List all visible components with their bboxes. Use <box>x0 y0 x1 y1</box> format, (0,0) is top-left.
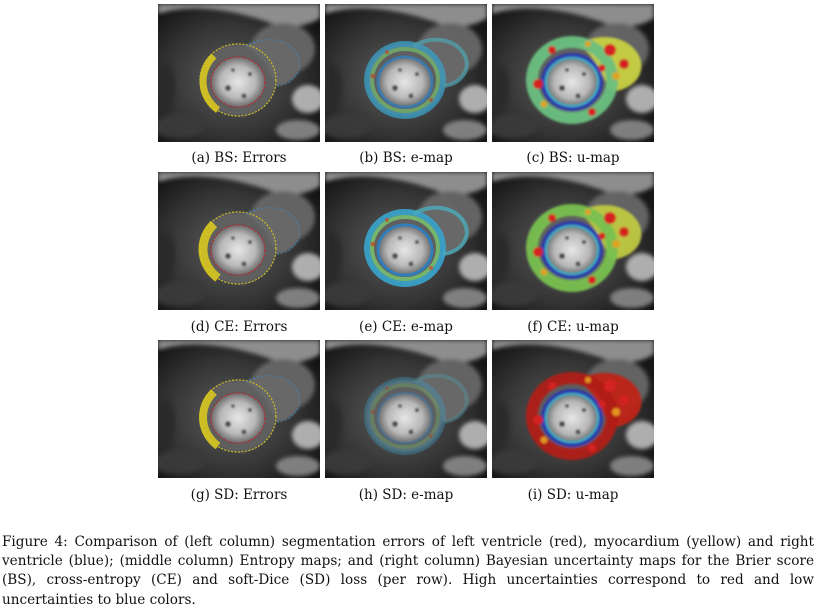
mri-slice-image <box>492 340 654 478</box>
caption-g: (g) SD: Errors <box>190 487 288 503</box>
mri-slice-image <box>325 4 487 142</box>
caption-d: (d) CE: Errors <box>190 319 288 335</box>
mri-slice-image <box>492 172 654 310</box>
panel-i-sd-umap <box>492 340 654 478</box>
caption-h: (h) SD: e-map <box>358 487 454 503</box>
caption-b: (b) BS: e-map <box>359 150 453 166</box>
mri-slice-image <box>158 340 320 478</box>
caption-f: (f) CE: u-map <box>527 319 619 335</box>
panel-b-bs-emap <box>325 4 487 142</box>
mri-slice-image <box>325 172 487 310</box>
mri-slice-image <box>492 4 654 142</box>
panel-c-bs-umap <box>492 4 654 142</box>
mri-slice-image <box>158 172 320 310</box>
panel-d-ce-errors <box>158 172 320 310</box>
panel-g-sd-errors <box>158 340 320 478</box>
caption-a: (a) BS: Errors <box>191 150 287 166</box>
panel-f-ce-umap <box>492 172 654 310</box>
caption-c: (c) BS: u-map <box>526 150 620 166</box>
panel-e-ce-emap <box>325 172 487 310</box>
caption-i: (i) SD: u-map <box>527 487 619 503</box>
panel-h-sd-emap <box>325 340 487 478</box>
mri-slice-image <box>325 340 487 478</box>
panel-a-bs-errors <box>158 4 320 142</box>
mri-slice-image <box>158 4 320 142</box>
figure-caption: Figure 4: Comparison of (left column) se… <box>2 533 814 608</box>
caption-e: (e) CE: e-map <box>359 319 453 335</box>
figure-grid: (a) BS: Errors <box>158 4 654 503</box>
